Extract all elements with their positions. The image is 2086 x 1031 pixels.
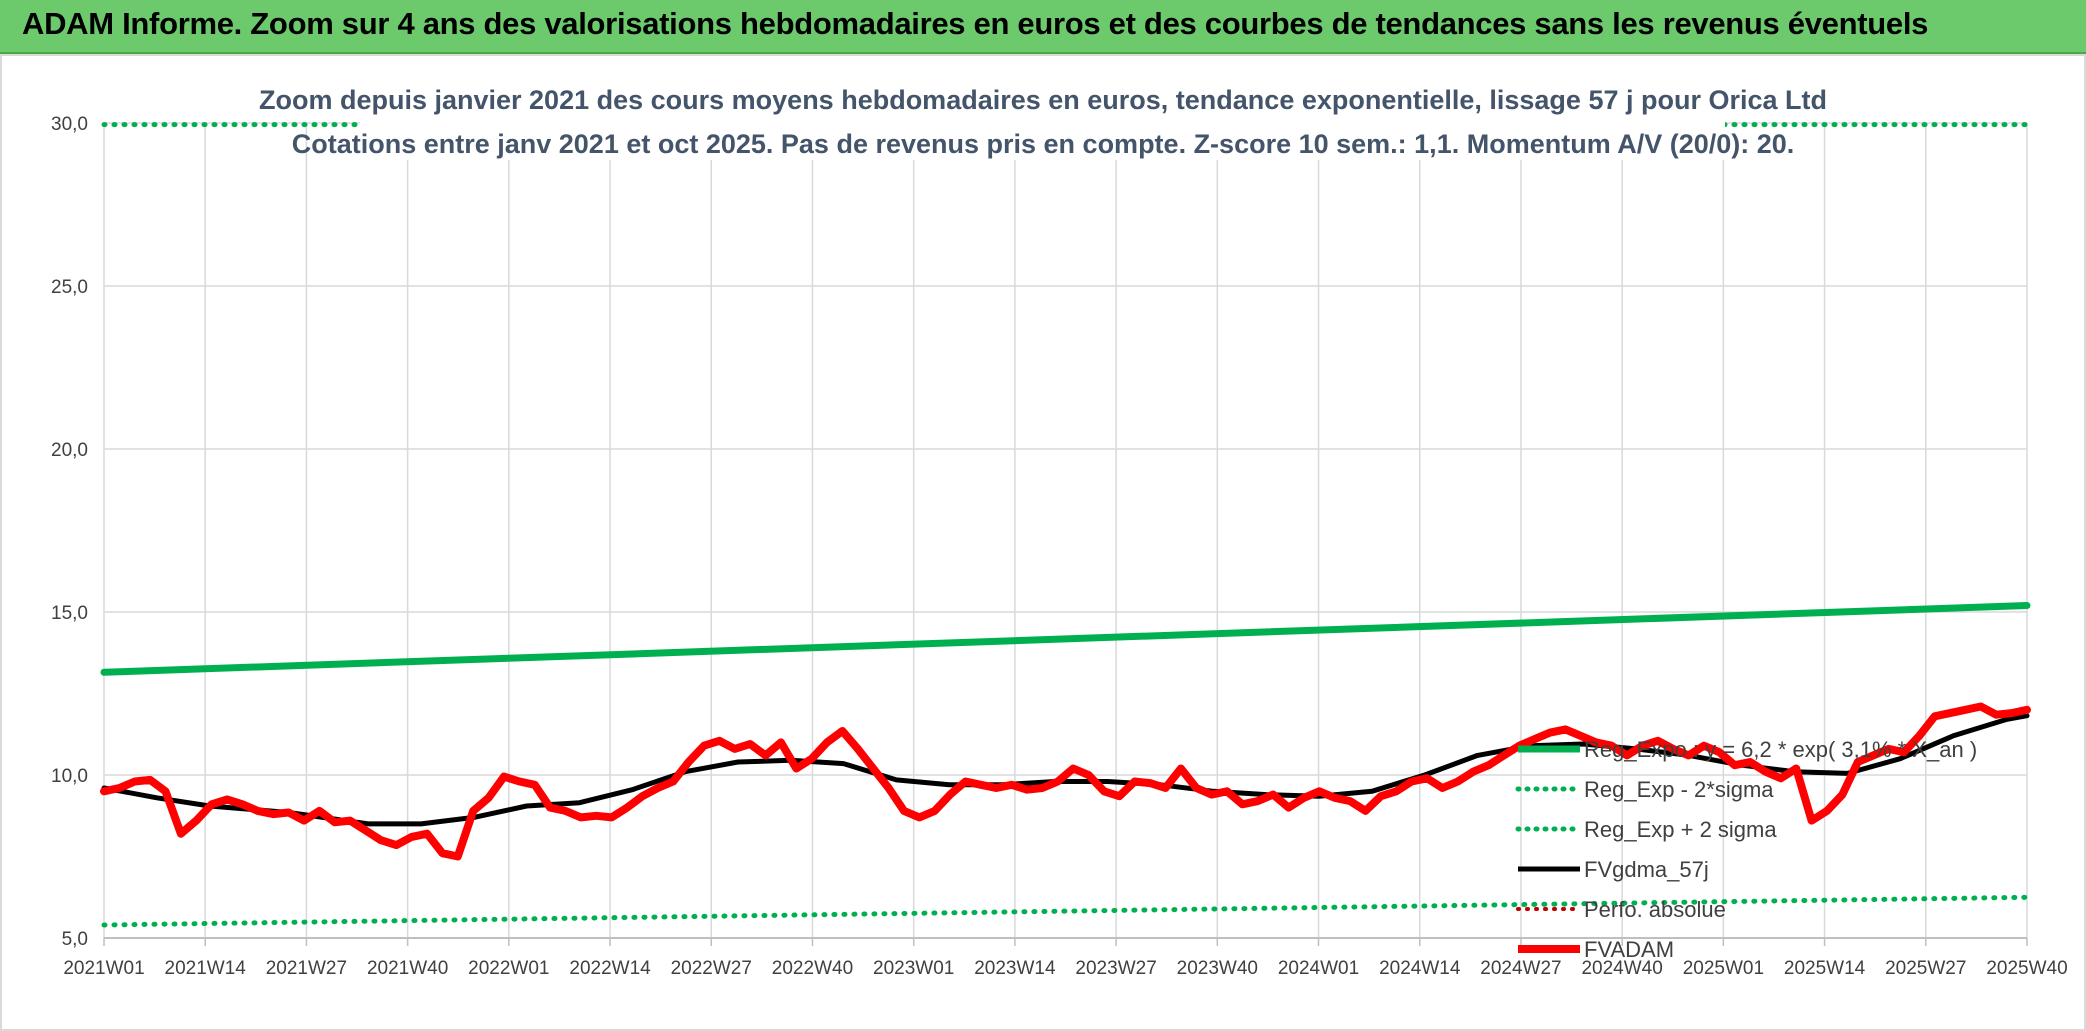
x-tick-label: 2022W27 bbox=[671, 958, 752, 979]
chart-title-line-1: Zoom depuis janvier 2021 des cours moyen… bbox=[259, 85, 1827, 115]
chart-border bbox=[0, 54, 2086, 1031]
y-tick-label: 5,0 bbox=[62, 929, 88, 950]
y-tick-label: 20,0 bbox=[51, 440, 88, 461]
axis-labels: 5,0 10,0 15,0 20,0 25,0 30,0 2021W01 2021W14 202… bbox=[51, 114, 2068, 979]
y-tick-label: 10,0 bbox=[51, 766, 88, 787]
chart-title-line-2: Cotations entre janv 2021 et oct 2025. P… bbox=[292, 129, 1795, 159]
x-tick-label: 2021W40 bbox=[367, 958, 448, 979]
legend-label: Perfo. absolue bbox=[1584, 897, 1726, 922]
trend-chart: 5,0 10,0 15,0 20,0 25,0 30,0 2021W01 2021W14 202… bbox=[0, 54, 2086, 1031]
x-tick-label: 2022W40 bbox=[772, 958, 853, 979]
x-tick-label: 2024W14 bbox=[1379, 958, 1461, 979]
legend: Reg_Expo : y = 6,2 * exp( 3,1% * X_an ) R… bbox=[1515, 737, 1977, 962]
report-banner: ADAM Informe. Zoom sur 4 ans des valoris… bbox=[0, 0, 2086, 54]
x-tick-label: 2021W14 bbox=[165, 958, 247, 979]
legend-label: Reg_Expo : y = 6,2 * exp( 3,1% * X_an ) bbox=[1584, 737, 1977, 762]
x-tick-label: 2022W14 bbox=[569, 958, 651, 979]
y-tick-label: 25,0 bbox=[51, 277, 88, 298]
y-tick-label: 15,0 bbox=[51, 603, 88, 624]
x-tick-label: 2024W40 bbox=[1581, 958, 1662, 979]
x-tick-label: 2021W27 bbox=[266, 958, 347, 979]
legend-label: FVADAM bbox=[1584, 937, 1674, 962]
x-tick-label: 2025W01 bbox=[1683, 958, 1764, 979]
report-title: ADAM Informe. Zoom sur 4 ans des valoris… bbox=[22, 6, 1929, 41]
x-tick-label: 2025W27 bbox=[1885, 958, 1966, 979]
title-line-1-bg bbox=[345, 74, 1740, 116]
x-tick-label: 2023W27 bbox=[1075, 958, 1156, 979]
chart-title: Zoom depuis janvier 2021 des cours moyen… bbox=[259, 74, 1827, 160]
x-tick-label: 2023W01 bbox=[873, 958, 954, 979]
x-tick-label: 2021W01 bbox=[63, 958, 144, 979]
x-tick-label: 2025W40 bbox=[1986, 958, 2067, 979]
x-tick-label: 2022W01 bbox=[468, 958, 549, 979]
x-tick-label: 2024W27 bbox=[1480, 958, 1561, 979]
x-tick-label: 2024W01 bbox=[1278, 958, 1359, 979]
legend-label: Reg_Exp + 2 sigma bbox=[1584, 817, 1777, 842]
legend-label: Reg_Exp - 2*sigma bbox=[1584, 777, 1774, 802]
y-tick-label: 30,0 bbox=[51, 114, 88, 135]
series-line-regexpo bbox=[100, 602, 2031, 676]
x-tick-label: 2023W14 bbox=[974, 958, 1056, 979]
legend-label: FVgdma_57j bbox=[1584, 857, 1709, 882]
series-line-fvadam bbox=[100, 702, 2031, 861]
series-line-regexp bbox=[101, 894, 2030, 928]
title-line-2-bg bbox=[360, 118, 1725, 160]
x-tick-label: 2025W14 bbox=[1784, 958, 1866, 979]
x-tick-label: 2023W40 bbox=[1177, 958, 1258, 979]
chart-frame: 5,0 10,0 15,0 20,0 25,0 30,0 2021W01 2021W14 202… bbox=[0, 54, 2086, 1031]
